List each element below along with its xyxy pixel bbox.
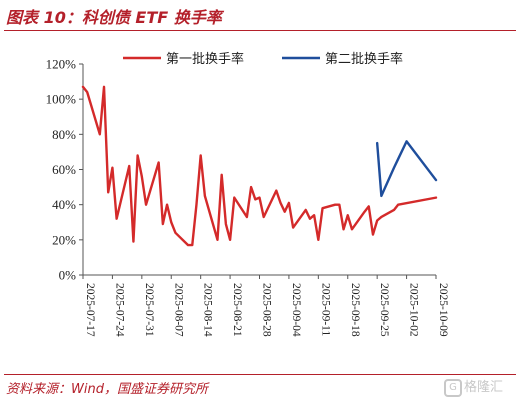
x-tick-label: 2025-09-11: [319, 283, 331, 336]
x-tick-label: 2025-09-04: [290, 283, 302, 337]
x-tick-label: 2025-08-28: [261, 283, 273, 337]
y-tick-label: 0%: [59, 268, 77, 283]
watermark-text: 格隆汇: [464, 380, 504, 395]
y-tick-label: 40%: [52, 197, 76, 212]
x-tick-label: 2025-07-17: [84, 283, 96, 337]
x-tick-label: 2025-08-07: [172, 283, 184, 337]
series-line-2: [375, 140, 438, 198]
x-tick-label: 2025-08-14: [202, 283, 214, 337]
source-note: 资料来源：Wind，国盛证券研究所: [6, 382, 208, 397]
y-tick-label: 80%: [52, 127, 76, 142]
y-tick-label: 120%: [46, 57, 77, 72]
x-tick-label: 2025-08-21: [231, 283, 243, 337]
line-chart: 0% 20% 40% 60% 80% 100% 120% 2025-07-17 2025-07-…: [46, 51, 449, 337]
y-tick-label: 60%: [52, 162, 76, 177]
x-tick-label: 2025-09-25: [378, 283, 390, 337]
legend-label-2: 第二批换手率: [325, 51, 403, 67]
y-tick-label: 20%: [52, 232, 76, 247]
title-divider: [4, 30, 516, 31]
x-tick-label: 2025-10-02: [408, 283, 420, 337]
y-tick-label: 100%: [46, 92, 77, 107]
series-line-1: [81, 85, 438, 247]
legend-label-1: 第一批换手率: [166, 51, 244, 67]
source-divider: [4, 374, 516, 375]
figure-title: 图表 10：科创债 ETF 换手率: [6, 8, 222, 27]
x-tick-label: 2025-10-09: [437, 283, 449, 337]
watermark-icon: G: [444, 378, 462, 397]
x-tick-label: 2025-07-31: [143, 283, 155, 337]
watermark: G 格隆汇: [444, 376, 503, 397]
x-tick-label: 2025-09-18: [349, 283, 361, 337]
x-tick-label: 2025-07-24: [113, 283, 125, 337]
